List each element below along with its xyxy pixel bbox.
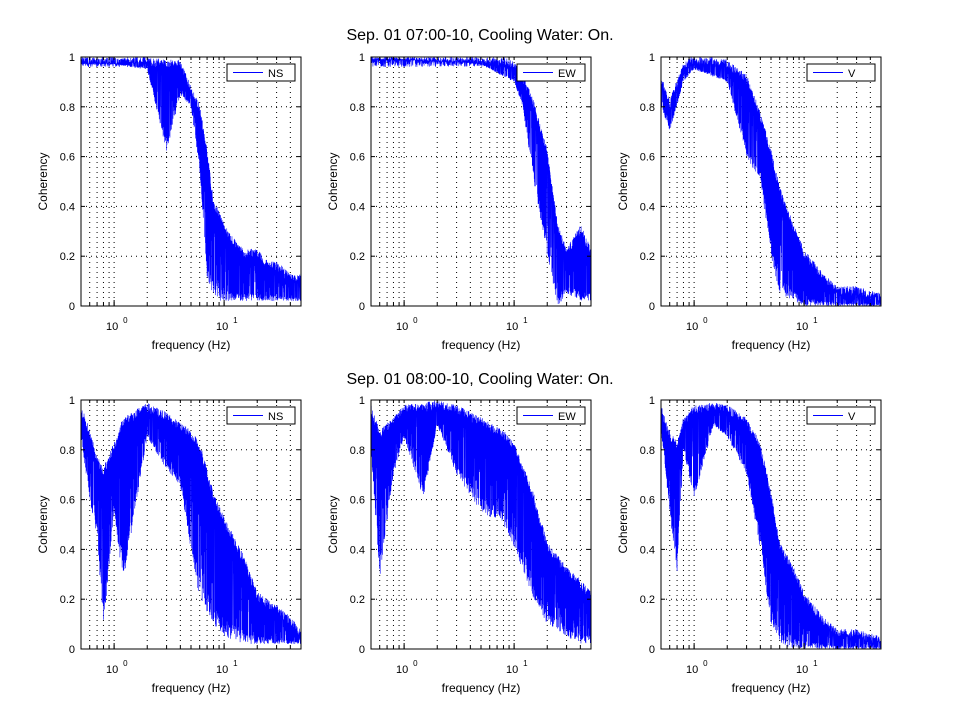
y-tick-label: 0.8 (640, 445, 655, 457)
x-tick-label: 10 (106, 321, 118, 333)
y-tick-label: 1 (359, 52, 365, 64)
x-tick-exponent: 0 (123, 316, 128, 325)
legend: V (807, 64, 875, 81)
legend-label: NS (268, 411, 283, 423)
x-tick-label: 10 (506, 664, 518, 676)
y-tick-label: 0.2 (640, 594, 655, 606)
legend-label: V (848, 68, 856, 80)
y-tick-label: 0.4 (640, 201, 655, 213)
x-tick-exponent: 1 (523, 659, 528, 668)
coherency-trace (81, 403, 301, 644)
chart-panel-ns-0: 0 0.2 0.4 0.6 0.8 1 10 0 10 1 frequency (Hz) Cohere… (36, 52, 301, 352)
y-tick-label: 0.2 (350, 251, 365, 263)
y-tick-label: 0.8 (640, 102, 655, 114)
x-tick-label: 10 (796, 321, 808, 333)
x-axis-label: frequency (Hz) (152, 338, 231, 352)
x-tick-label: 10 (686, 321, 698, 333)
x-tick-exponent: 1 (813, 659, 818, 668)
y-tick-label: 0 (359, 301, 365, 313)
x-tick-exponent: 1 (813, 316, 818, 325)
x-tick-label: 10 (396, 664, 408, 676)
y-tick-label: 0.4 (640, 544, 655, 556)
y-tick-label: 0 (359, 644, 365, 656)
y-tick-label: 0.4 (350, 201, 365, 213)
y-tick-label: 0.2 (60, 594, 75, 606)
chart-panel-ew-1: 0 0.2 0.4 0.6 0.8 1 10 0 10 1 frequency (Hz) Cohere… (326, 395, 591, 695)
y-tick-label: 0 (649, 301, 655, 313)
y-tick-label: 0 (69, 644, 75, 656)
y-tick-label: 0.8 (350, 445, 365, 457)
legend: EW (517, 64, 585, 81)
coherency-trace (661, 57, 881, 306)
y-axis-label: Coherency (36, 495, 50, 553)
x-tick-exponent: 0 (703, 659, 708, 668)
y-tick-label: 1 (359, 395, 365, 407)
chart-panel-v-1: 0 0.2 0.4 0.6 0.8 1 10 0 10 1 frequency (Hz) Cohere… (616, 395, 881, 695)
y-tick-label: 0.2 (60, 251, 75, 263)
chart-panel-ns-1: 0 0.2 0.4 0.6 0.8 1 10 0 10 1 frequency (Hz) Cohere… (36, 395, 301, 695)
legend: NS (227, 407, 295, 424)
y-tick-label: 0.4 (60, 201, 75, 213)
x-tick-label: 10 (216, 321, 228, 333)
y-tick-label: 0.6 (640, 152, 655, 164)
legend: NS (227, 64, 295, 81)
legend-label: V (848, 411, 856, 423)
y-tick-label: 0.6 (350, 495, 365, 507)
y-axis-label: Coherency (326, 495, 340, 553)
x-tick-exponent: 1 (233, 659, 238, 668)
legend-label: NS (268, 68, 283, 80)
y-tick-label: 0.8 (60, 102, 75, 114)
y-tick-label: 0.8 (350, 102, 365, 114)
x-tick-label: 10 (506, 321, 518, 333)
y-tick-label: 1 (649, 395, 655, 407)
legend-label: EW (558, 68, 576, 80)
y-axis-label: Coherency (616, 152, 630, 210)
x-tick-exponent: 0 (413, 659, 418, 668)
x-tick-exponent: 1 (233, 316, 238, 325)
x-axis-label: frequency (Hz) (442, 681, 521, 695)
x-tick-label: 10 (396, 321, 408, 333)
x-axis-label: frequency (Hz) (152, 681, 231, 695)
x-axis-label: frequency (Hz) (732, 681, 811, 695)
y-axis-label: Coherency (326, 152, 340, 210)
x-tick-exponent: 0 (123, 659, 128, 668)
legend: V (807, 407, 875, 424)
coherency-figure: 00.20.40.60.81100101frequency (Hz)Cohere… (0, 0, 960, 720)
y-tick-label: 0.4 (60, 544, 75, 556)
x-tick-exponent: 1 (523, 316, 528, 325)
y-tick-label: 0 (649, 644, 655, 656)
y-tick-label: 0.8 (60, 445, 75, 457)
x-tick-label: 10 (686, 664, 698, 676)
y-tick-label: 1 (69, 52, 75, 64)
y-tick-label: 0.2 (350, 594, 365, 606)
x-tick-exponent: 0 (413, 316, 418, 325)
x-tick-label: 10 (216, 664, 228, 676)
x-tick-label: 10 (796, 664, 808, 676)
chart-panel-ew-0: 0 0.2 0.4 0.6 0.8 1 10 0 10 1 frequency (Hz) Cohere… (326, 52, 591, 352)
x-tick-exponent: 0 (703, 316, 708, 325)
y-tick-label: 1 (649, 52, 655, 64)
coherency-trace (81, 57, 301, 301)
y-axis-label: Coherency (616, 495, 630, 553)
x-axis-label: frequency (Hz) (442, 338, 521, 352)
y-tick-label: 1 (69, 395, 75, 407)
x-axis-label: frequency (Hz) (732, 338, 811, 352)
y-tick-label: 0.6 (640, 495, 655, 507)
x-tick-label: 10 (106, 664, 118, 676)
y-tick-label: 0 (69, 301, 75, 313)
y-axis-label: Coherency (36, 152, 50, 210)
y-tick-label: 0.2 (640, 251, 655, 263)
y-tick-label: 0.4 (350, 544, 365, 556)
coherency-trace (371, 401, 591, 644)
chart-panel-v-0: 0 0.2 0.4 0.6 0.8 1 10 0 10 1 frequency (Hz) Cohere… (616, 52, 881, 352)
y-tick-label: 0.6 (350, 152, 365, 164)
legend: EW (517, 407, 585, 424)
legend-label: EW (558, 411, 576, 423)
y-tick-label: 0.6 (60, 495, 75, 507)
y-tick-label: 0.6 (60, 152, 75, 164)
coherency-trace (371, 57, 591, 304)
